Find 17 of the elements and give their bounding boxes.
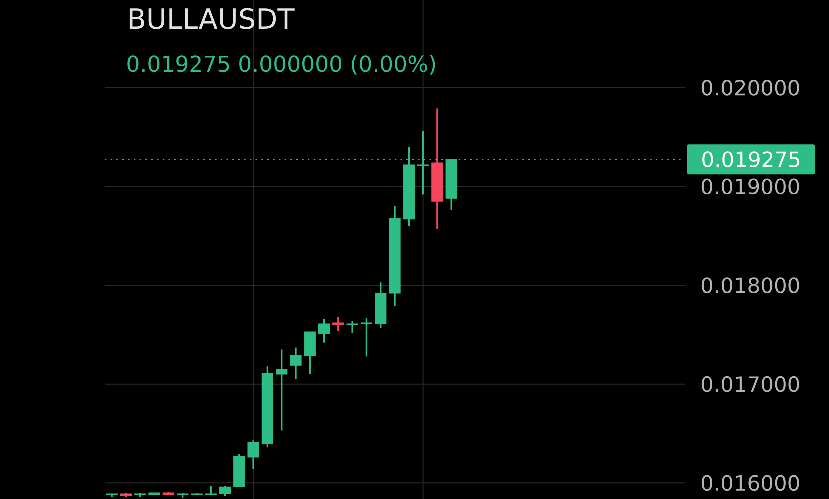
candlestick	[219, 485, 232, 497]
candlestick	[360, 317, 373, 358]
candlestick	[276, 348, 288, 432]
ref-line-label: 0.019275	[702, 152, 800, 168]
text: 0.019275 0.000000 (0.00%)	[128, 55, 436, 75]
chart-title: BULLAUSDT	[130, 8, 295, 30]
candlestick	[248, 440, 260, 470]
candlestick	[332, 316, 344, 332]
candlestick	[346, 320, 358, 334]
candlestick	[290, 346, 302, 380]
y-tick-label: 0.018000	[702, 278, 800, 294]
y-tick-label: 0.016000	[702, 475, 800, 492]
y-tick-label: 0.020000	[702, 80, 800, 96]
y-tick-label: 0.017000	[702, 376, 800, 392]
candlestick	[318, 318, 330, 344]
candlestick	[304, 331, 316, 376]
y-tick-label: 0.019000	[702, 178, 800, 195]
